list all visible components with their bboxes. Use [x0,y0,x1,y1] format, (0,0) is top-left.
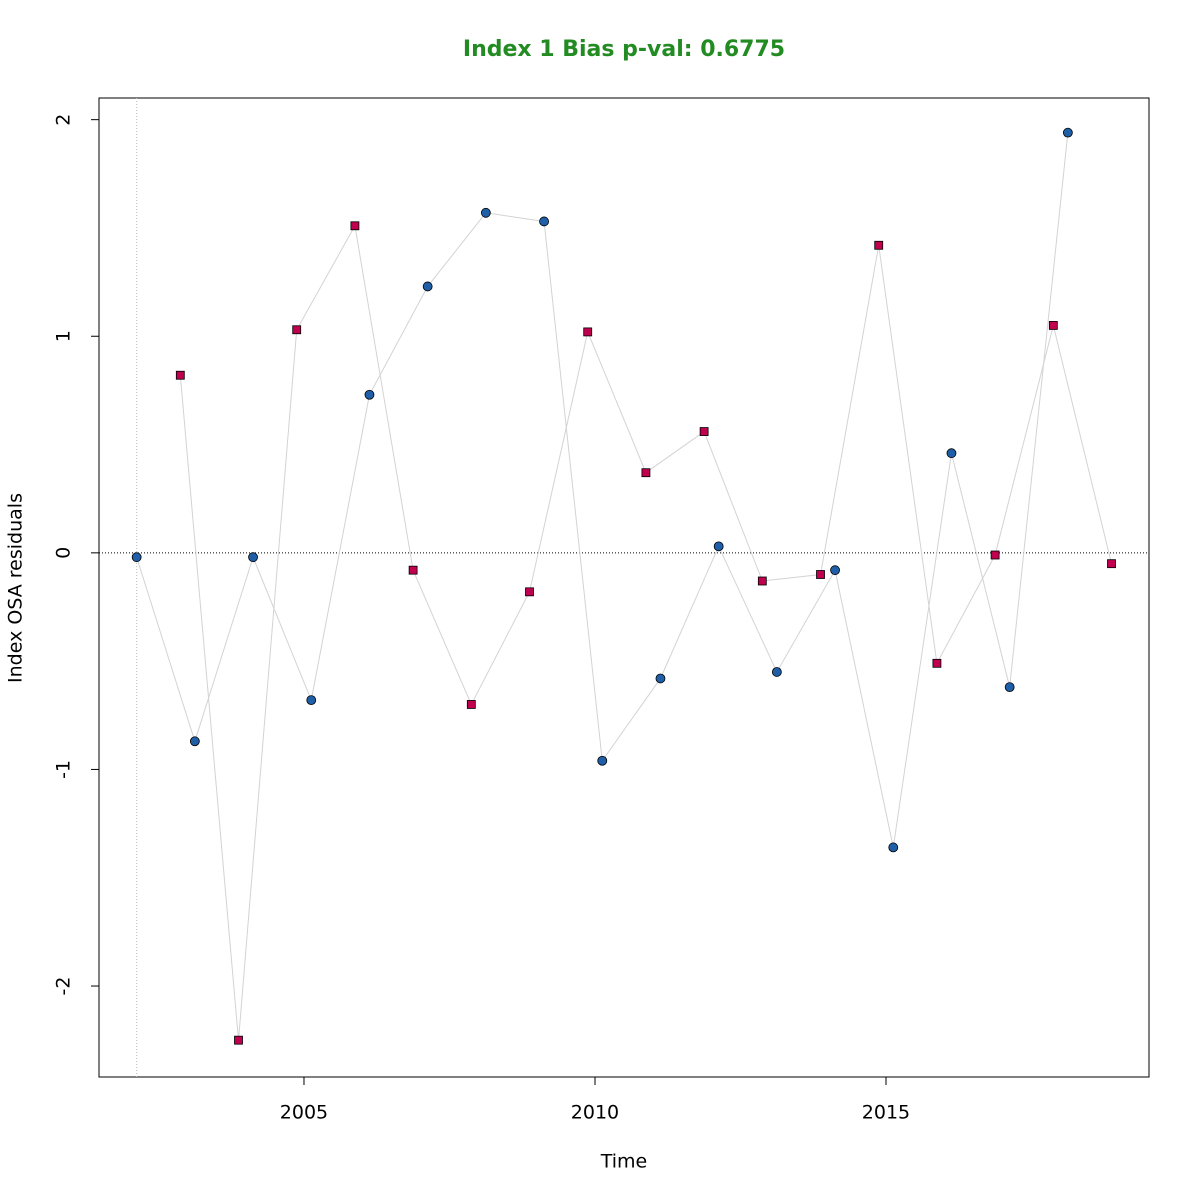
point [175,370,185,380]
point [771,667,782,677]
point [816,570,825,579]
series-line [136,132,1069,848]
y-tick-label: 0 [53,547,75,559]
point [248,552,258,563]
point [306,695,317,706]
point [874,240,884,250]
y-axis-label: Index OSA residuals [5,493,27,683]
x-tick-label: 2010 [571,1102,619,1124]
point [1062,127,1073,138]
series-line [179,224,1113,1041]
point [713,541,724,552]
y-tick-label: -1 [53,760,75,779]
x-tick-label: 2015 [862,1102,910,1124]
point [422,281,433,292]
point [888,842,899,853]
point [350,221,360,231]
point [655,673,666,684]
chart-title: Index 1 Bias p-val: 0.6775 [463,37,785,62]
point [946,448,957,459]
point [408,565,418,575]
point [525,587,534,597]
point [131,552,142,563]
x-tick-label: 2005 [280,1102,328,1124]
point [1048,321,1058,330]
point [466,700,476,709]
point [292,325,302,335]
point [1107,559,1116,569]
y-tick-label: 1 [53,330,75,342]
point [364,389,375,400]
point [757,576,767,586]
x-axis-label: Time [600,1151,648,1173]
point [480,207,491,218]
point [932,658,942,668]
point [699,427,709,436]
point [597,755,608,766]
plot-frame [98,97,1150,1078]
point [830,565,840,576]
point [189,736,200,747]
point [641,468,651,478]
y-tick-label: -2 [53,977,75,996]
point [234,1035,243,1045]
y-tick-label: 2 [53,114,75,126]
point [990,550,1000,560]
point [539,216,549,227]
point [583,327,593,337]
point [1004,682,1015,693]
